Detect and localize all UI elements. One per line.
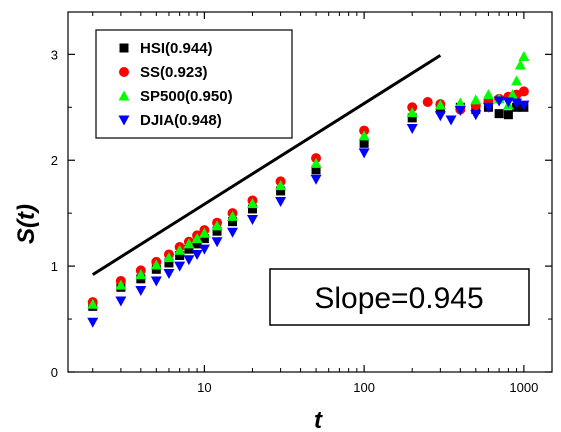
data-point [311,165,321,175]
series-3 [87,96,530,328]
legend-entry: DJIA(0.948) [118,112,222,129]
data-point [211,220,223,231]
legend-label: DJIA(0.948) [140,112,222,129]
data-point [407,113,417,123]
legend-entry: SP500(0.950) [118,88,233,105]
legend-marker [119,67,129,77]
data-point [198,244,210,255]
legend-marker [119,43,129,53]
y-tick-label: 0 [51,365,58,380]
legend-label: SS(0.923) [140,64,208,81]
data-point [310,157,322,168]
data-point [470,94,482,105]
data-point [115,279,127,290]
data-point [494,109,504,119]
data-point [183,238,195,249]
data-point [174,244,186,255]
data-point [406,123,418,134]
data-point [191,249,203,260]
data-point [175,251,185,261]
data-point [199,234,209,244]
legend-marker [118,115,130,126]
legend: HSI(0.944) SS(0.923) SP500(0.950) DJIA(0.94… [95,29,293,139]
data-point [227,227,239,238]
data-point [247,204,257,214]
data-point [434,111,446,122]
data-point [359,138,369,148]
y-tick-label: 2 [51,153,58,168]
legend-label: SP500(0.950) [140,88,233,105]
series-2 [87,50,530,309]
data-point [275,197,287,208]
legend-label: HSI(0.944) [140,40,213,57]
data-point [434,99,446,110]
data-point [518,100,530,111]
data-point [503,110,513,120]
x-axis-title: t [314,407,323,432]
data-point [150,276,162,287]
slope-annotation: Slope=0.945 [269,268,530,326]
data-point [150,259,162,270]
x-tick-label: 1000 [509,380,538,395]
data-point [164,258,174,268]
data-point [246,215,258,226]
data-point [310,174,322,185]
y-axis-title: S(t) [13,204,40,244]
data-point [174,261,186,272]
data-point [246,198,258,209]
data-point [422,97,433,107]
data-point [212,226,222,236]
data-point [115,296,127,307]
data-point [518,50,530,61]
data-point [135,285,147,296]
data-point [135,269,147,280]
reference-slope-line [91,54,442,276]
data-point [276,186,286,196]
data-point [507,89,519,100]
data-point [482,102,494,113]
data-point [358,148,370,159]
data-point [482,89,494,100]
legend-marker [118,90,130,101]
data-point [275,180,287,191]
data-point [493,96,505,107]
data-point [192,239,202,249]
data-point [406,107,418,118]
y-tick-label: 1 [51,259,58,274]
data-point [228,217,238,227]
data-point [358,130,370,141]
data-point [227,210,239,221]
data-point [502,97,514,108]
data-point [191,233,203,244]
data-point [511,75,523,86]
data-point [163,269,175,280]
legend-entry: HSI(0.944) [119,40,213,57]
data-point [445,115,457,126]
data-point [87,317,99,328]
slope-annotation-text: Slope=0.945 [314,282,483,315]
data-point [454,105,466,116]
x-tick-label: 10 [197,380,211,395]
y-tick-label: 3 [51,47,58,62]
data-point [87,298,99,309]
data-point [470,110,482,121]
marks-layer [87,50,530,328]
data-point [198,227,210,238]
data-point [183,255,195,266]
legend-entry: SS(0.923) [119,64,208,81]
data-point [454,97,466,108]
plot-frame [67,11,553,373]
legend-box [95,29,293,139]
data-point [514,59,526,70]
data-point [211,237,223,248]
slope-annotation-box [269,268,530,326]
data-point [184,244,194,254]
data-point [163,252,175,263]
data-point [518,86,529,97]
x-tick-label: 100 [353,380,375,395]
axes-layer: 10 100 1000 0 1 2 3 [51,11,553,395]
